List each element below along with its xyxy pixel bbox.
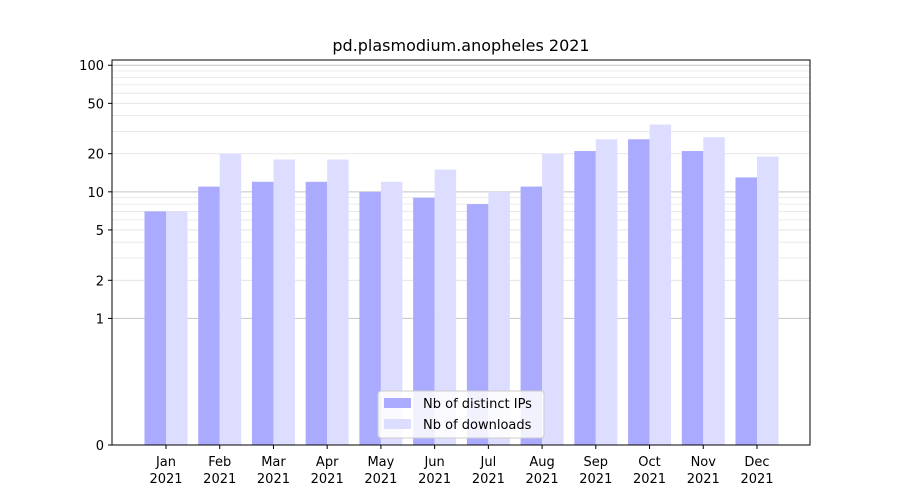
bar-distinct-ips xyxy=(574,151,596,445)
x-tick-label-year: 2021 xyxy=(633,472,666,487)
bar-downloads xyxy=(542,153,564,446)
x-tick-label-year: 2021 xyxy=(311,472,344,487)
x-tick-label-month: Feb xyxy=(208,455,231,470)
y-tick-label: 1 xyxy=(96,312,104,327)
bars xyxy=(144,124,779,446)
y-axis-ticks: 0 1 2 5 10 20 50 100 xyxy=(79,59,112,454)
legend: Nb of distinct IPs Nb of downloads xyxy=(377,390,545,439)
bar-downloads xyxy=(166,211,188,445)
bar-distinct-ips xyxy=(466,204,489,445)
x-tick-label-month: Aug xyxy=(529,455,554,470)
y-tick-label: 10 xyxy=(87,186,104,201)
x-tick-label-month: Mar xyxy=(261,455,286,470)
y-tick-label: 0 xyxy=(96,439,104,454)
x-tick-label-month: Jul xyxy=(480,455,497,470)
x-tick-label-year: 2021 xyxy=(472,472,505,487)
bar-distinct-ips xyxy=(628,139,650,445)
y-tick-label: 20 xyxy=(87,148,104,163)
x-tick-label-month: Sep xyxy=(584,455,609,470)
bar-distinct-ips xyxy=(520,186,543,446)
legend-label: Nb of distinct IPs xyxy=(423,397,532,412)
bar-distinct-ips xyxy=(251,181,274,445)
bar-downloads xyxy=(595,139,618,445)
x-tick-label-year: 2021 xyxy=(418,472,451,487)
bar-distinct-ips xyxy=(198,186,220,446)
x-tick-label-month: May xyxy=(367,455,394,470)
x-tick-label-month: Jan xyxy=(155,455,176,470)
bar-downloads xyxy=(327,159,349,445)
x-tick-label-month: Apr xyxy=(316,455,339,470)
bar-distinct-ips xyxy=(305,181,328,445)
bar-downloads xyxy=(380,181,403,445)
bar-distinct-ips xyxy=(735,177,757,446)
x-tick-label-month: Jun xyxy=(423,455,444,470)
bar-downloads xyxy=(434,169,457,445)
y-tick-label: 2 xyxy=(96,274,104,289)
x-tick-label-month: Dec xyxy=(744,455,769,470)
x-tick-label-year: 2021 xyxy=(364,472,397,487)
bar-downloads xyxy=(219,153,242,446)
bar-distinct-ips xyxy=(144,211,166,445)
bar-distinct-ips xyxy=(681,151,704,445)
x-tick-label-year: 2021 xyxy=(149,472,182,487)
y-tick-label: 5 xyxy=(96,224,104,239)
bar-downloads xyxy=(488,191,510,445)
x-tick-label-year: 2021 xyxy=(579,472,612,487)
x-tick-label-month: Oct xyxy=(638,455,660,470)
legend-label: Nb of downloads xyxy=(423,418,532,433)
x-tick-label-year: 2021 xyxy=(203,472,236,487)
bar-distinct-ips xyxy=(359,191,381,445)
legend-swatch xyxy=(384,419,411,429)
legend-box xyxy=(377,390,545,439)
y-tick-label: 100 xyxy=(79,59,104,74)
x-tick-label-year: 2021 xyxy=(526,472,559,487)
x-tick-label-year: 2021 xyxy=(740,472,773,487)
bar-downloads xyxy=(757,156,779,446)
legend-swatch xyxy=(384,398,411,408)
plot-frame xyxy=(111,59,811,446)
y-tick-label: 50 xyxy=(87,97,104,112)
x-tick-label-year: 2021 xyxy=(257,472,290,487)
bar-downloads xyxy=(649,124,672,445)
x-axis-ticks: Jan 2021 Feb 2021 Mar 2021 Apr 2021 May 2021 Jun 20… xyxy=(149,445,774,487)
bar-downloads xyxy=(273,159,295,445)
x-tick-label-year: 2021 xyxy=(687,472,720,487)
bar-distinct-ips xyxy=(413,197,435,445)
bar-downloads xyxy=(703,137,725,446)
x-tick-label-month: Nov xyxy=(691,455,717,470)
chart-title: pd.plasmodium.anopheles 2021 xyxy=(332,36,589,55)
